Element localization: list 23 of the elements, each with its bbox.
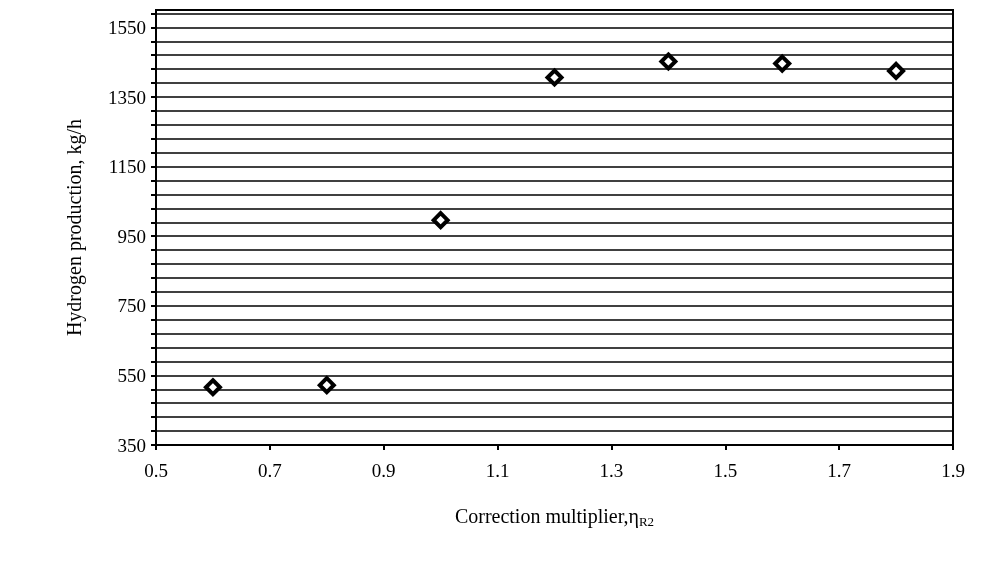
- x-tick-label: 0.5: [144, 460, 168, 481]
- x-tick-label: 1.7: [827, 460, 852, 481]
- point: [659, 52, 678, 71]
- x-tick-label: 0.7: [257, 460, 282, 481]
- point: [887, 61, 906, 80]
- y-tick-label: 1150: [108, 156, 146, 178]
- x-tick-label: 1.1: [485, 460, 510, 481]
- point: [431, 211, 450, 230]
- y-axis-title: Hydrogen production, kg/h: [63, 118, 86, 337]
- y-tick-label: 350: [117, 434, 146, 456]
- y-tick-label: 1550: [108, 16, 146, 38]
- point: [203, 378, 222, 397]
- y-tick-label: 750: [117, 295, 146, 317]
- x-tick-label: 1.3: [599, 460, 624, 481]
- point: [317, 376, 336, 395]
- y-tick-label: 550: [117, 364, 146, 386]
- point: [545, 68, 564, 87]
- x-tick-label: 1.5: [713, 460, 738, 481]
- x-tick-label: 1.9: [941, 460, 965, 481]
- point: [773, 54, 792, 73]
- y-tick-label: 950: [117, 225, 146, 247]
- x-tick-label: 0.9: [371, 460, 396, 481]
- y-tick-label: 1350: [108, 86, 146, 108]
